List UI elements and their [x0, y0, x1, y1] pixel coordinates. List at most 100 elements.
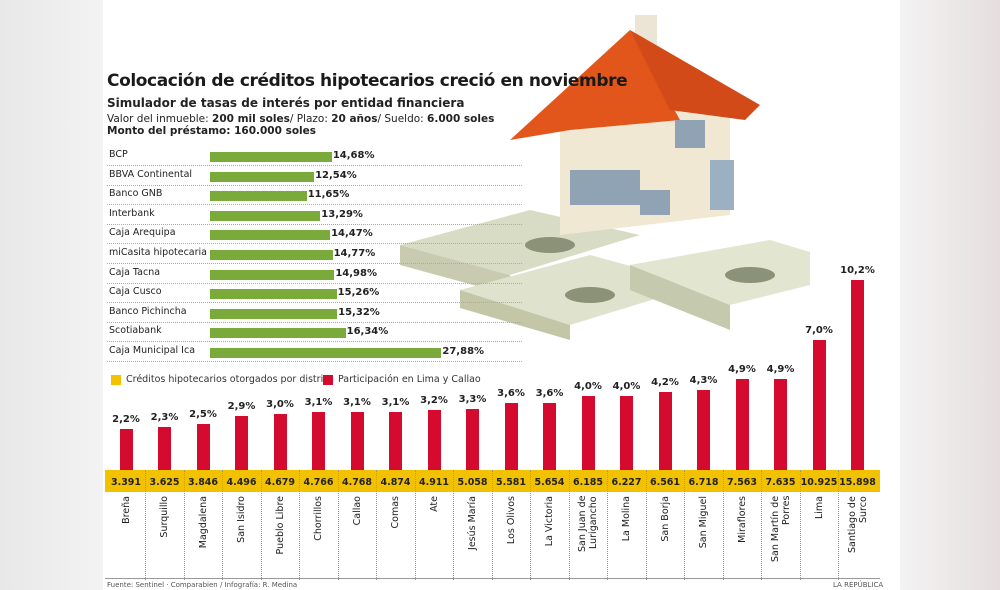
bank-label: Caja Cusco: [109, 286, 162, 298]
credits-value: 15.898: [839, 477, 876, 488]
district-name: Magdalena: [197, 496, 209, 549]
column-separator: [299, 470, 301, 580]
district-label: San Martín de Porres: [762, 496, 800, 578]
district-label: Jesús María: [454, 496, 492, 578]
bank-label: Banco GNB: [109, 188, 163, 200]
credits-value: 5.654: [534, 477, 565, 488]
rate-bar: [210, 152, 332, 162]
column-separator: [260, 470, 262, 580]
share-bar: [774, 378, 787, 470]
column-separator: [645, 470, 647, 580]
column-separator: [722, 470, 724, 580]
credits-value: 6.185: [572, 477, 604, 488]
rate-row: BCP 14,68%: [107, 147, 522, 166]
rate-bar: [210, 289, 337, 300]
credits-value: 6.561: [649, 477, 681, 488]
legend-item-share: Participación en Lima y Callao: [323, 374, 481, 385]
credits-value: 6.227: [611, 477, 642, 488]
share-label: 3,1%: [381, 397, 410, 409]
district-label: San Juan de Lurigancho: [569, 496, 607, 578]
column-separator: [838, 470, 840, 580]
district-name: Comas: [390, 496, 401, 529]
legend-label: Créditos hipotecarios otorgados por dist…: [126, 374, 333, 385]
credits-value: 10.925: [800, 477, 838, 488]
share-label: 4,0%: [612, 380, 641, 392]
district-label: Ate: [415, 496, 453, 578]
share-bar: [735, 378, 749, 470]
rate-value: 27,88%: [442, 346, 485, 357]
share-label: 3,3%: [458, 393, 487, 405]
rate-bar: [210, 171, 315, 182]
column-separator: [414, 470, 416, 580]
share-label: 3,2%: [420, 395, 448, 407]
district-label: Chorrillos: [300, 496, 338, 578]
credits-value: 7.563: [726, 477, 758, 488]
share-label: 7,0%: [805, 324, 833, 336]
bank-label: Banco Pichincha: [109, 305, 187, 317]
chart-subtitle: Simulador de tasas de interés por entida…: [107, 96, 465, 110]
credits-value: 3.846: [187, 477, 219, 488]
bank-label: Scotiabank: [109, 325, 162, 337]
bank-label: miCasita hipotecaria: [109, 247, 207, 258]
column-separator: [491, 470, 493, 580]
param-value: 200 mil soles: [212, 113, 290, 125]
share-bar: [581, 395, 595, 470]
district-name: Pueblo Libre: [274, 496, 286, 555]
district-name: San Isidro: [236, 496, 247, 543]
rate-value: 16,34%: [346, 326, 389, 338]
rate-bar: [210, 308, 338, 319]
column-separator: [684, 470, 686, 580]
share-label: 3,6%: [535, 388, 564, 400]
column-separator: [530, 470, 532, 580]
share-bar: [273, 414, 287, 470]
share-bar: [812, 339, 826, 470]
legend-swatch: [323, 374, 333, 385]
district-name: Callao: [351, 496, 363, 526]
district-label: Magdalena: [184, 496, 222, 578]
rate-value: 14,68%: [332, 150, 375, 161]
district-name: Chorrillos: [313, 496, 324, 541]
rate-value: 15,26%: [337, 287, 380, 299]
bank-label: BCP: [109, 149, 128, 160]
district-label: San Isidro: [223, 496, 261, 578]
credits-value: 4.496: [226, 477, 257, 488]
chart-title: Colocación de créditos hipotecarios crec…: [107, 71, 628, 91]
credits-value: 5.581: [495, 477, 527, 488]
rate-value: 14,47%: [331, 228, 373, 240]
column-separator: [222, 470, 224, 580]
rate-bar: [210, 210, 321, 221]
legend-swatch: [111, 374, 121, 385]
rate-value: 13,29%: [321, 208, 363, 220]
share-label: 2,3%: [150, 412, 179, 424]
share-label: 10,2%: [840, 265, 875, 277]
district-name: La Victoria: [544, 496, 555, 547]
rate-bar: [210, 269, 335, 280]
share-bar: [466, 408, 479, 470]
district-label: Callao: [338, 496, 376, 578]
bank-label: Caja Arequipa: [109, 227, 176, 239]
rate-bar: [210, 230, 331, 241]
district-name: La Molina: [621, 496, 632, 542]
money-stack-icon: [400, 210, 810, 340]
share-bar: [350, 412, 364, 470]
legend-label: Participación en Lima y Callao: [338, 374, 481, 385]
column-separator: [145, 470, 147, 580]
bank-label: Caja Tacna: [109, 266, 161, 278]
share-bar: [235, 416, 248, 470]
district-label: Santiago de Surco: [839, 496, 877, 578]
credits-value: 4.874: [380, 477, 411, 488]
bank-label: Interbank: [109, 207, 155, 219]
share-bar: [658, 391, 672, 470]
column-separator: [183, 470, 185, 580]
share-bar: [620, 395, 633, 470]
share-label: 2,9%: [227, 401, 256, 413]
share-bar: [158, 427, 171, 470]
share-bar: [427, 410, 441, 470]
param-label: Valor del inmueble:: [107, 113, 213, 125]
rate-bar: [210, 348, 442, 358]
share-label: 3,6%: [497, 388, 525, 400]
district-name: Santiago de Surco: [846, 496, 869, 553]
district-name: Ate: [428, 496, 440, 512]
rate-row: BBVA Continental 12,54%: [107, 167, 522, 186]
rate-value: 15,32%: [338, 306, 380, 318]
